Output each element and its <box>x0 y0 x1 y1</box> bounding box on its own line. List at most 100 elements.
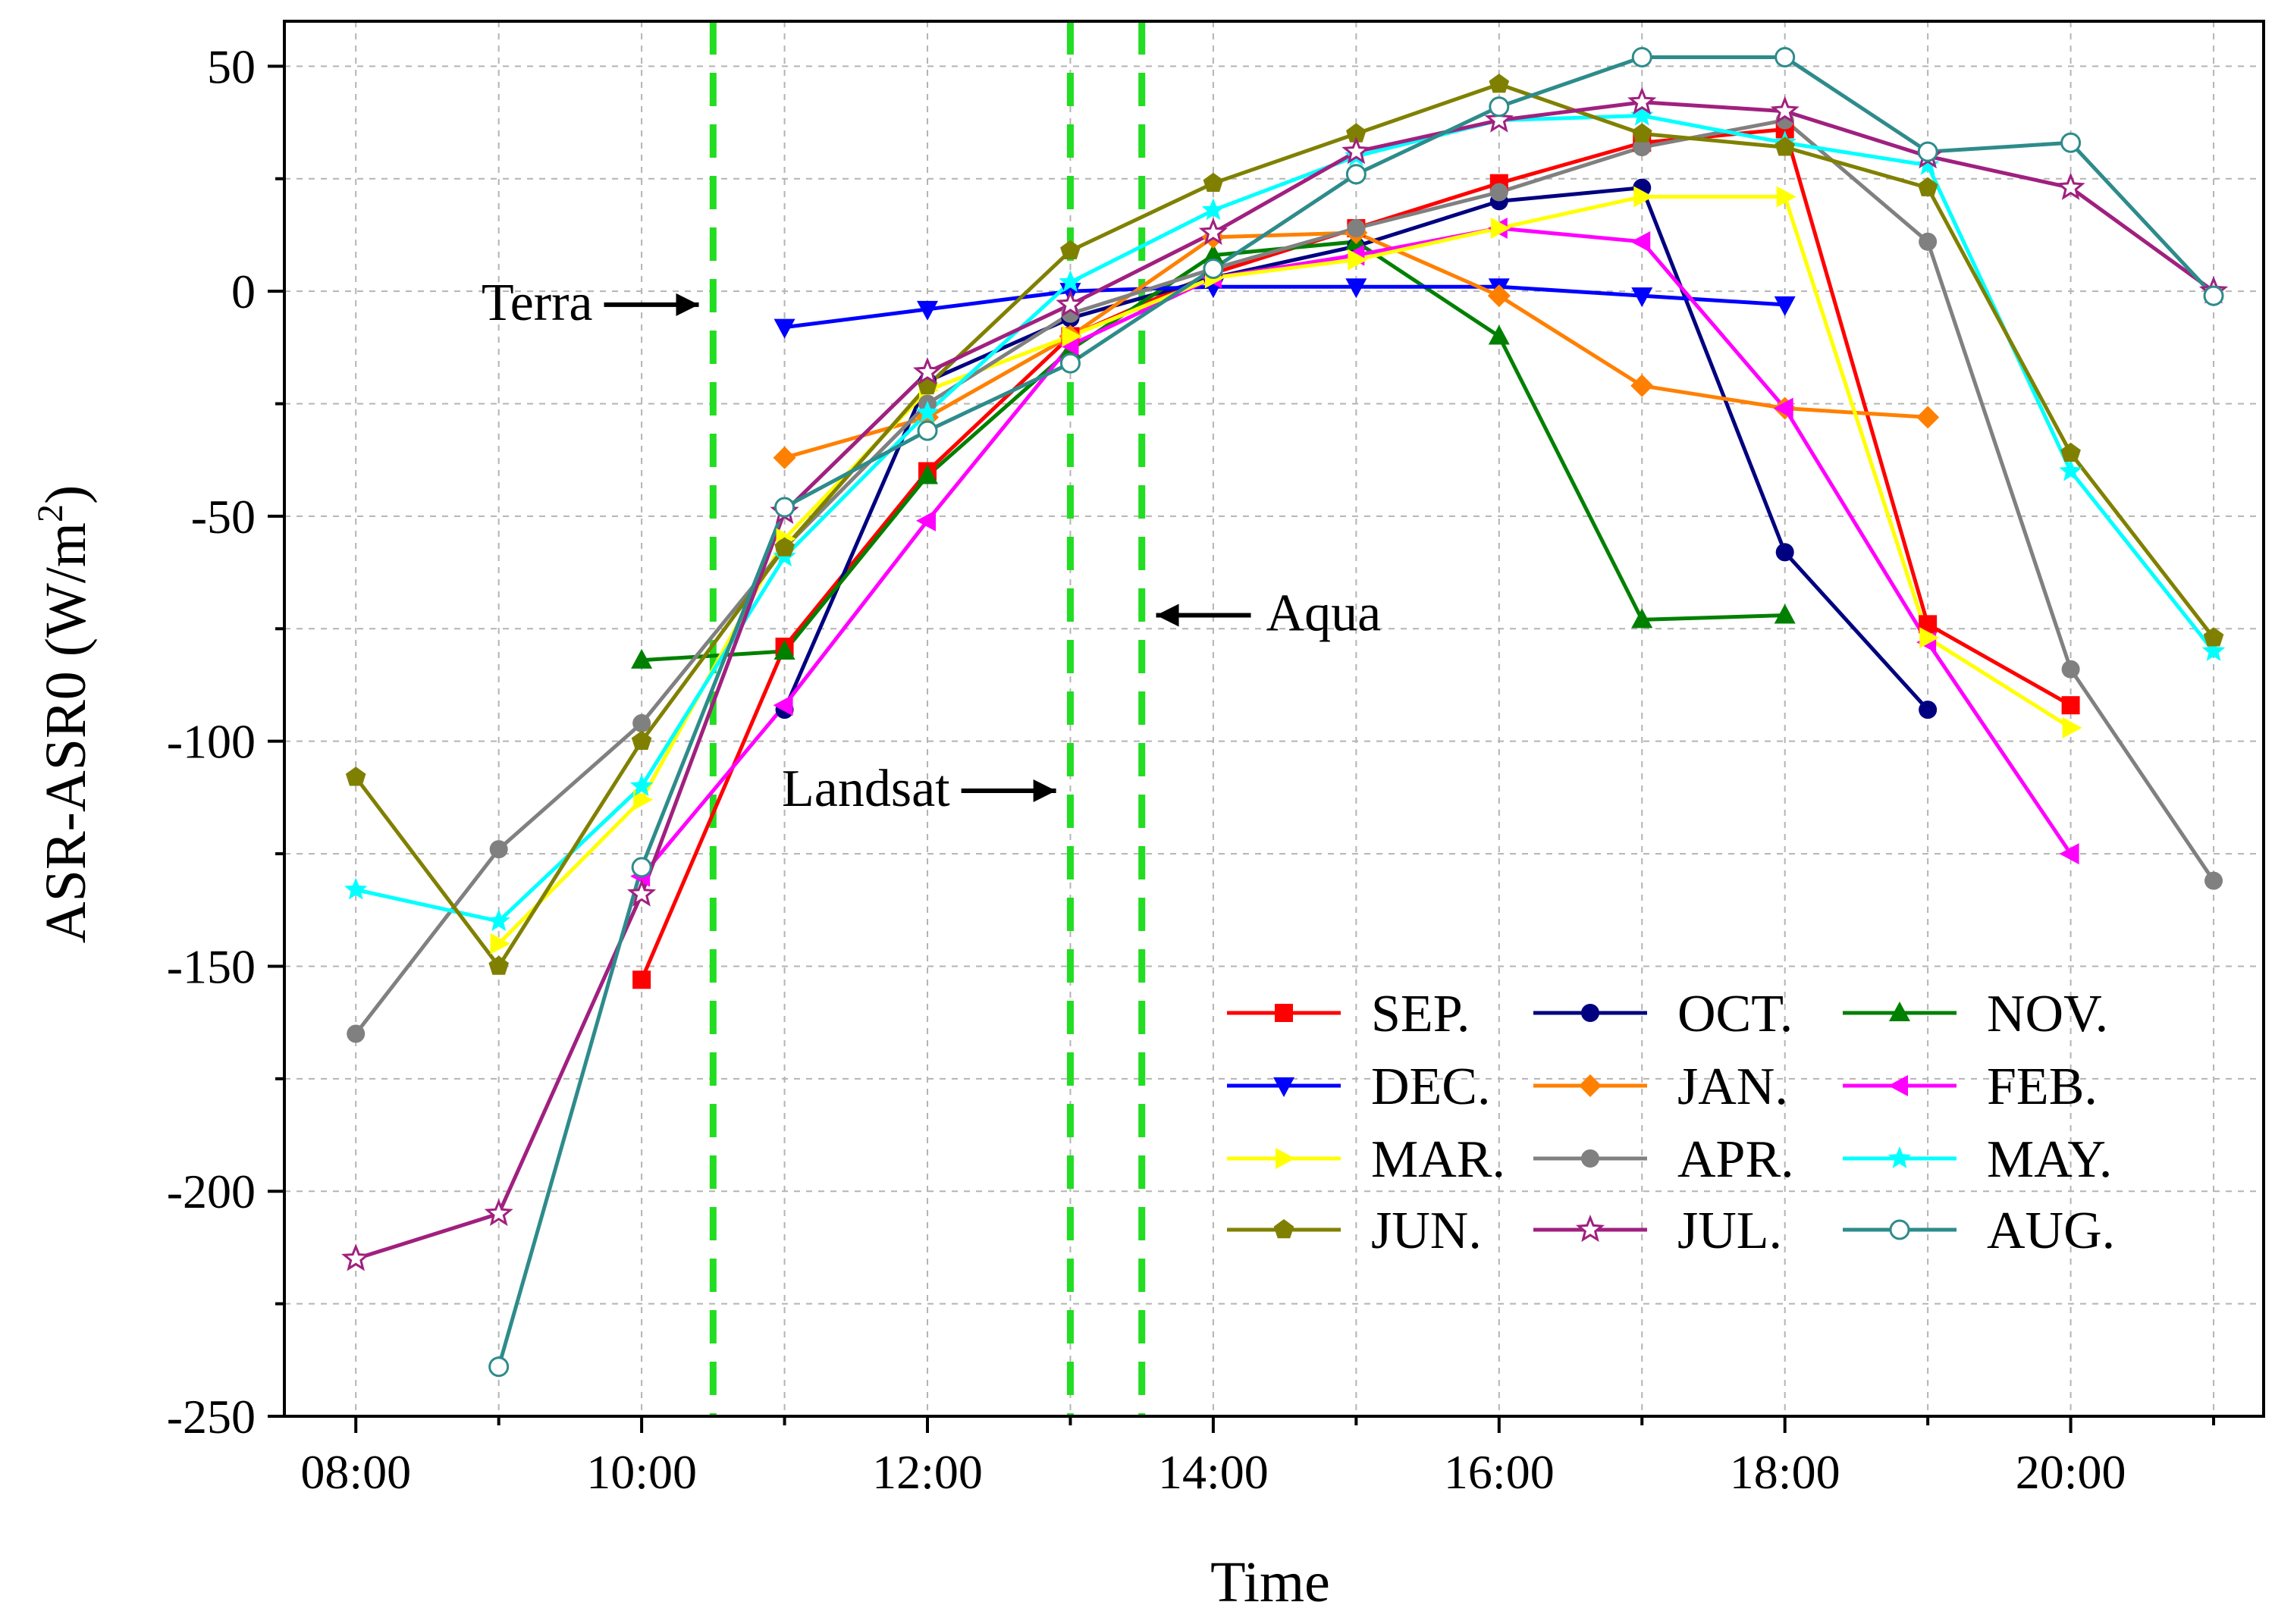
data-point <box>631 857 652 878</box>
data-point <box>1345 278 1367 299</box>
y-tick-label: -150 <box>167 939 256 993</box>
data-point <box>1774 604 1796 624</box>
legend-item-aug: AUG. <box>1843 1202 2115 1260</box>
data-point <box>1631 608 1653 629</box>
legend-item-feb: FEB. <box>1843 1058 2098 1116</box>
data-point <box>1273 1219 1294 1239</box>
data-point <box>344 877 368 900</box>
data-point <box>1887 1146 1912 1168</box>
y-tick-label: -100 <box>167 715 256 769</box>
legend-label: FEB. <box>1987 1058 2098 1116</box>
legend-item-mar: MAR. <box>1227 1130 1505 1189</box>
data-point <box>1276 1148 1295 1169</box>
data-point <box>916 509 937 531</box>
axis-ticks: 08:00 10:00 12:00 14:00 16:00 18:00 20:00 50 0 -5… <box>167 39 2216 1499</box>
data-point <box>1919 627 1940 649</box>
data-point <box>774 639 795 660</box>
data-point <box>774 497 795 518</box>
data-point <box>1919 232 1938 251</box>
data-point <box>1774 46 1796 67</box>
data-point <box>1581 1149 1599 1168</box>
data-point <box>1919 701 1938 720</box>
series-line-apr <box>354 118 2216 1036</box>
data-point <box>1916 406 1940 429</box>
data-point <box>773 694 793 716</box>
data-point <box>1776 186 1796 208</box>
series-line-may <box>355 114 2215 923</box>
legend: SEP. OCT. NOV. DEC. JAN. FEB. MAR. APR. MAY. JUN.… <box>1227 985 2115 1260</box>
data-point <box>1774 296 1796 316</box>
data-point <box>774 537 795 556</box>
data-point <box>2061 660 2080 679</box>
series-markers <box>341 46 2229 1378</box>
data-point <box>2061 696 2080 715</box>
x-axis-title: Time <box>1210 1550 1330 1614</box>
legend-item-sep: SEP. <box>1227 985 1470 1043</box>
data-point <box>1581 1004 1599 1022</box>
data-point <box>1630 374 1654 397</box>
data-point <box>1201 198 1225 221</box>
data-point <box>2203 627 2224 647</box>
legend-label: AUG. <box>1987 1202 2115 1260</box>
legend-item-may: MAY. <box>1843 1130 2112 1189</box>
data-point <box>773 446 796 469</box>
annotation-arrow-head <box>1156 604 1179 627</box>
y-tick-label: -250 <box>167 1390 256 1444</box>
legend-label: SEP. <box>1371 985 1470 1043</box>
data-point <box>1489 183 1508 202</box>
y-tick-label: 0 <box>231 265 256 318</box>
data-point <box>487 909 510 931</box>
data-point <box>632 970 651 989</box>
x-tick-label: 18:00 <box>1730 1445 1840 1499</box>
legend-label: MAY. <box>1987 1130 2112 1189</box>
data-point <box>1630 103 1654 126</box>
data-point <box>917 300 939 321</box>
data-point <box>631 730 652 750</box>
data-point <box>915 400 940 423</box>
data-point <box>1774 136 1795 156</box>
data-point <box>1631 46 1652 67</box>
data-point <box>1203 258 1224 279</box>
data-point <box>1345 164 1367 185</box>
x-tick-label: 16:00 <box>1444 1445 1555 1499</box>
legend-label: DEC. <box>1371 1058 1491 1116</box>
data-point <box>1889 1002 1910 1021</box>
data-point <box>2203 285 2224 306</box>
data-point <box>1056 289 1085 318</box>
legend-item-oct: OCT. <box>1533 985 1793 1043</box>
data-point <box>347 1024 366 1043</box>
legend-item-dec: DEC. <box>1227 1058 1491 1116</box>
y-axis-title: ASR-ASR0 (W/m2) <box>30 485 98 944</box>
legend-label: APR. <box>1677 1130 1794 1189</box>
y-axis-title-main: ASR-ASR0 (W/m <box>34 522 98 943</box>
data-point <box>1198 217 1228 246</box>
series-markers-jun <box>345 74 2224 975</box>
data-point <box>1273 1077 1294 1097</box>
series-markers-aug <box>488 46 2224 1378</box>
data-point <box>1575 1214 1605 1243</box>
data-point <box>1889 1219 1910 1240</box>
y-tick-label: -50 <box>191 490 256 544</box>
data-point <box>917 420 938 441</box>
legend-item-nov: NOV. <box>1843 985 2108 1043</box>
data-point <box>1775 543 1794 562</box>
data-point <box>488 955 509 975</box>
data-point <box>1631 123 1652 143</box>
data-point <box>2060 442 2081 462</box>
data-point <box>1341 136 1371 165</box>
series-line-jun <box>354 82 2215 968</box>
legend-label: NOV. <box>1987 985 2108 1043</box>
annotation-arrow-head <box>1033 779 1056 802</box>
data-point <box>2056 172 2085 200</box>
data-point <box>912 356 943 385</box>
data-point <box>1062 325 1082 347</box>
data-point <box>1203 172 1224 192</box>
data-point <box>774 318 795 339</box>
y-tick-label: -200 <box>167 1165 256 1218</box>
annotation-label: Landsat <box>782 760 950 818</box>
data-point <box>2059 459 2082 481</box>
y-axis-title-close: ) <box>34 485 98 504</box>
data-point <box>1488 324 1510 345</box>
plot-frame <box>283 20 2265 1418</box>
